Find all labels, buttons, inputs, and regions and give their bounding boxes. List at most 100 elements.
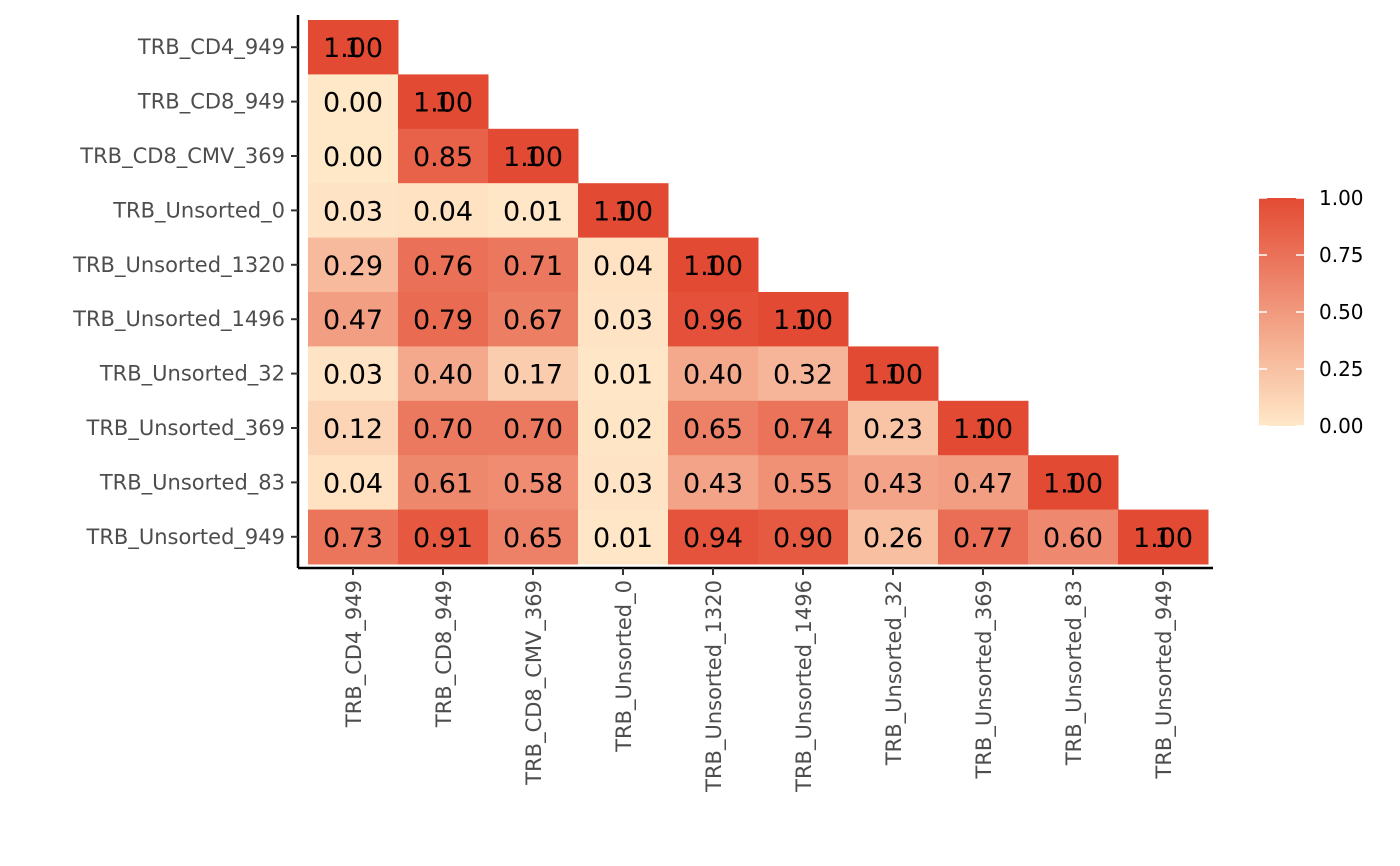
y-tick-label: TRB_Unsorted_32	[99, 362, 285, 387]
heatmap-cell	[668, 509, 759, 565]
cell-value-label: 0.67	[503, 305, 563, 336]
heatmap-cell	[488, 400, 579, 456]
heatmap-cell	[848, 346, 939, 402]
cell-value-label: 1.00	[323, 33, 383, 64]
cell-value-label: 1.00	[773, 305, 833, 336]
cell-value-label: 0.40	[413, 360, 473, 391]
heatmap-cell	[308, 292, 399, 347]
heatmap-cell	[848, 455, 939, 511]
cell-value-label: 1	[434, 88, 451, 119]
heatmap-cell	[938, 400, 1029, 456]
heatmap-cell	[758, 346, 849, 402]
x-tick-label: TRB_CD8_CMV_369	[522, 580, 547, 786]
cell-value-label: 0.02	[593, 414, 653, 445]
x-tick-label: TRB_CD8_949	[432, 580, 457, 728]
heatmap-cell	[308, 74, 399, 130]
heatmap-cell	[758, 400, 849, 456]
cell-value-label: 0.71	[503, 251, 563, 282]
heatmap-cell	[578, 400, 669, 456]
y-tick-label: TRB_Unsorted_83	[99, 470, 285, 495]
heatmap-cell	[398, 292, 489, 347]
x-tick-label: TRB_Unsorted_32	[882, 580, 907, 766]
heatmap-cell	[668, 400, 759, 456]
heatmap-cell	[398, 346, 489, 402]
legend-tick-label: 1.00	[1319, 186, 1364, 210]
cell-value-label: 0.40	[683, 360, 743, 391]
cell-value-label: 0.65	[683, 414, 743, 445]
heatmap-cell	[398, 400, 489, 456]
cell-value-label: 0.01	[593, 523, 653, 554]
heatmap-cell	[1118, 509, 1209, 565]
y-tick-label: TRB_Unsorted_1496	[72, 307, 285, 332]
cell-value-label: 0.04	[413, 196, 473, 227]
heatmap-cell	[848, 509, 939, 565]
cell-value-label: 1	[1154, 523, 1171, 554]
cell-value-label: 0.17	[503, 360, 563, 391]
heatmap-cell	[398, 509, 489, 565]
heatmap-cell	[938, 455, 1029, 511]
y-tick-label: TRB_CD8_CMV_369	[79, 144, 285, 169]
cell-value-label: 0.77	[953, 523, 1013, 554]
cell-value-label: 1.00	[953, 414, 1013, 445]
cell-value-label: 1	[974, 414, 991, 445]
cell-value-label: 0.03	[593, 305, 653, 336]
heatmap-cell	[398, 455, 489, 511]
heatmap-cell	[668, 455, 759, 511]
cell-value-label: 0.47	[953, 468, 1013, 499]
y-axis: TRB_CD4_949 TRB_CD8_949 TRB_CD8_CMV_369 TRB…	[72, 15, 300, 568]
heatmap-cell	[578, 292, 669, 347]
y-tick-label: TRB_Unsorted_369	[86, 416, 286, 441]
heatmap-cell	[308, 509, 399, 565]
cell-value-label: 1.00	[1133, 523, 1193, 554]
cell-value-label: 1	[794, 305, 811, 336]
cell-value-label: 0.32	[773, 360, 833, 391]
cell-value-label: 0.03	[593, 468, 653, 499]
cell-value-label: 0.94	[683, 523, 743, 554]
heatmap-cell	[488, 292, 579, 347]
heatmap-cell-labels: 11.000.00 11.000.00 0.85 11.000.03 0.04 0.01 1…	[323, 33, 1193, 554]
cell-value-label: 0.55	[773, 468, 833, 499]
heatmap-cell	[578, 237, 669, 293]
heatmap-cell	[1028, 509, 1119, 565]
heatmap-cell	[398, 74, 489, 130]
heatmap-cell	[308, 183, 399, 239]
heatmap-cell	[308, 346, 399, 402]
heatmap-cell	[488, 183, 579, 239]
heatmap-cell	[758, 509, 849, 565]
cell-value-label: 0.79	[413, 305, 473, 336]
heatmap-cell	[668, 346, 759, 402]
x-tick-label: TRB_Unsorted_1320	[702, 580, 727, 793]
heatmap-cell	[308, 20, 399, 75]
heatmap-cell	[668, 292, 759, 347]
cell-value-label: 0.85	[413, 142, 473, 173]
cell-value-label: 1	[884, 360, 901, 391]
cell-value-label: 0.70	[503, 414, 563, 445]
cell-value-label: 1	[704, 251, 721, 282]
cell-value-label: 0.47	[323, 305, 383, 336]
x-tick-label: TRB_Unsorted_83	[1062, 580, 1087, 766]
cell-value-label: 0.70	[413, 414, 473, 445]
heatmap-cell	[398, 128, 489, 184]
cell-value-label: 1.00	[413, 88, 473, 119]
cell-value-label: 0.90	[773, 523, 833, 554]
cell-value-label: 0.65	[503, 523, 563, 554]
cell-value-label: 0.60	[1043, 523, 1103, 554]
x-tick-label: TRB_Unsorted_0	[612, 580, 637, 753]
heatmap-cell	[668, 237, 759, 293]
heatmap-cell	[578, 183, 669, 239]
x-tick-label: TRB_Unsorted_949	[1152, 580, 1177, 780]
y-tick-label: TRB_CD8_949	[137, 90, 285, 115]
heatmap-cell	[488, 237, 579, 293]
cell-value-label: 0.29	[323, 251, 383, 282]
heatmap-cell	[398, 183, 489, 239]
heatmap-cell	[1028, 455, 1119, 511]
cell-value-label: 0.04	[593, 251, 653, 282]
cell-value-label: 0.58	[503, 468, 563, 499]
cell-value-label: 1.00	[1043, 468, 1103, 499]
cell-value-label: 0.00	[323, 142, 383, 173]
heatmap-cell	[848, 400, 939, 456]
y-tick-label: TRB_CD4_949	[137, 35, 285, 60]
x-tick-label: TRB_Unsorted_1496	[792, 580, 817, 793]
y-tick-label: TRB_Unsorted_949	[86, 525, 286, 550]
